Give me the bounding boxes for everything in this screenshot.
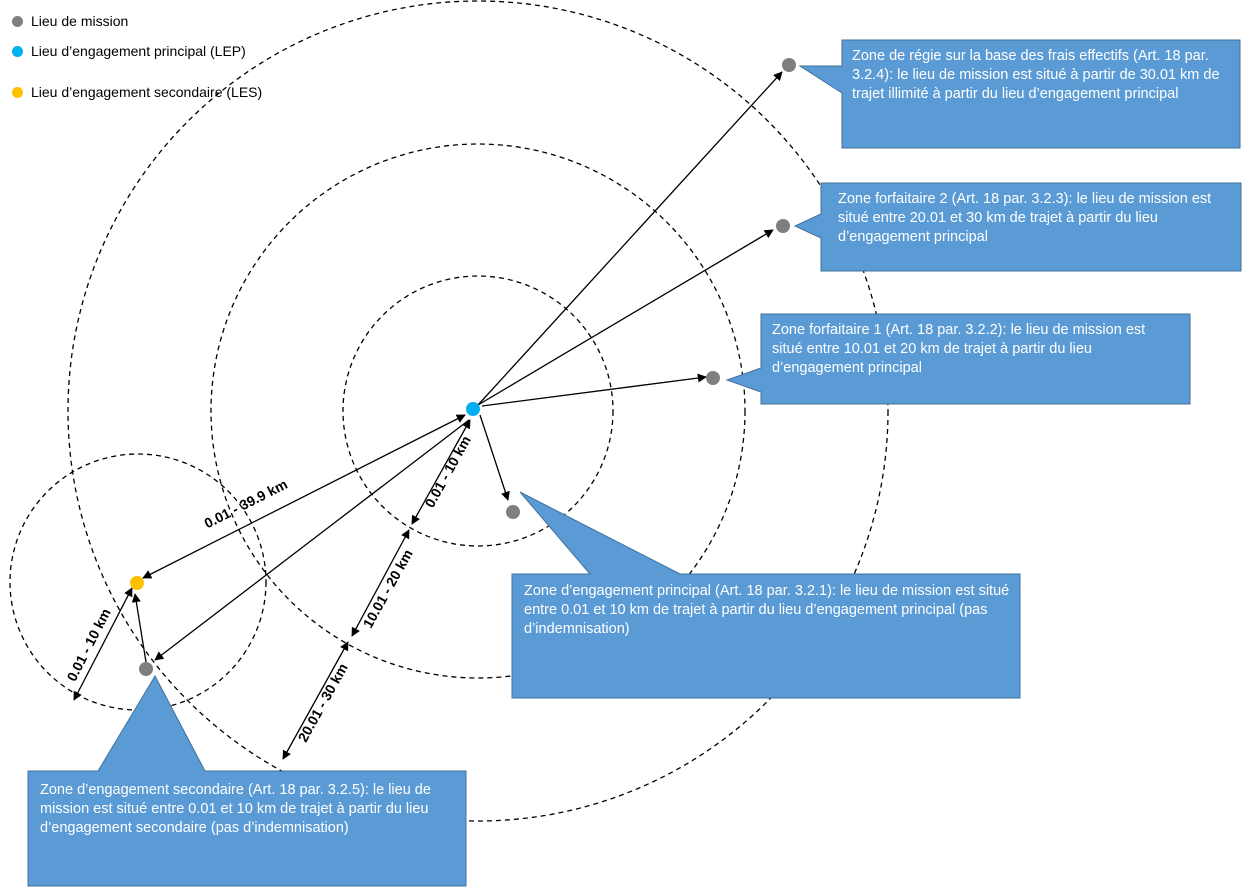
legend-item-les: Lieu d’engagement secondaire (LES) — [12, 82, 262, 102]
arrow-mission-to-les — [131, 593, 147, 663]
mission-point-forfait-1 — [706, 371, 720, 385]
mission-point-secondaire — [139, 662, 153, 676]
distance-label-lep-les: 0.01 - 39.9 km — [202, 476, 290, 532]
blue-dot-icon — [12, 45, 23, 57]
legend-item-mission: Lieu de mission — [12, 11, 128, 31]
lep-point — [466, 402, 480, 416]
callout-secondaire — [27, 674, 467, 887]
callout-text-regie: Zone de régie sur la base des frais effe… — [852, 48, 1220, 102]
yellow-dot-icon — [12, 86, 23, 98]
legend-label-mission: Lieu de mission — [31, 13, 129, 29]
callout-forfait-2 — [793, 182, 1242, 272]
distance-label-20km: 10.01 - 20 km — [359, 547, 415, 631]
arrow-lep-to-forfait-1 — [481, 373, 707, 407]
mission-point-forfait-2 — [776, 219, 790, 233]
arrow-dim-20km — [351, 529, 410, 637]
zone-circle-20km — [210, 143, 746, 679]
distance-label-30km: 20.01 - 30 km — [294, 661, 350, 745]
zone-circle-10km — [342, 275, 614, 547]
callout-regie — [798, 39, 1241, 149]
distance-label-10km: 0.01 - 10 km — [421, 433, 473, 510]
callout-text-principal: Zone d’engagement principal (Art. 18 par… — [524, 583, 1010, 637]
arrow-dim-10km — [411, 419, 471, 525]
callout-text-forfait-2: Zone forfaitaire 2 (Art. 18 par. 3.2.3):… — [838, 191, 1212, 245]
callout-forfait-1 — [725, 313, 1191, 405]
arrow-lep-to-regie — [477, 71, 783, 406]
legend-label-lep: Lieu d’engagement principal (LEP) — [31, 43, 246, 59]
arrow-lep-to-forfait-2 — [477, 229, 774, 406]
legend-item-lep: Lieu d’engagement principal (LEP) — [12, 41, 246, 61]
zone-circle-30km — [67, 0, 889, 822]
callout-principal — [511, 491, 1021, 699]
mission-point-principal — [506, 505, 520, 519]
mission-point-regie — [782, 58, 796, 72]
callout-text-secondaire: Zone d’engagement secondaire (Art. 18 pa… — [40, 782, 431, 836]
les-point — [130, 576, 144, 590]
arrow-les-dim-10km — [73, 587, 133, 701]
arrow-lep-les — [142, 414, 466, 579]
callout-text-forfait-1: Zone forfaitaire 1 (Art. 18 par. 3.2.2):… — [772, 322, 1146, 376]
gray-dot-icon — [12, 15, 23, 27]
arrow-dim-30km — [282, 641, 349, 760]
arrow-lep-to-secondary-mission — [154, 419, 470, 661]
arrow-lep-to-principal — [479, 414, 510, 501]
legend-label-les: Lieu d’engagement secondaire (LES) — [31, 84, 263, 100]
